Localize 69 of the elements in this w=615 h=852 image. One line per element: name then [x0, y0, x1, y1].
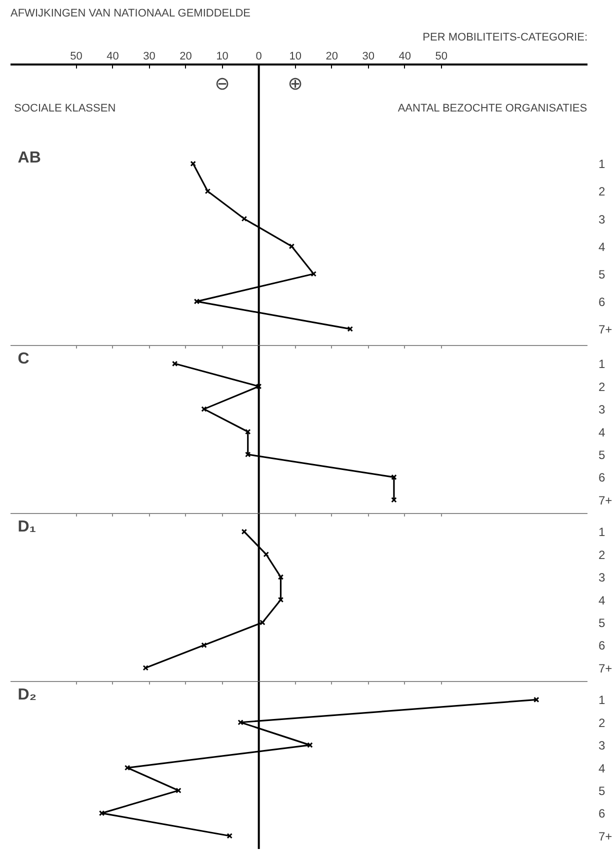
y-tick-label: 5 [598, 616, 606, 630]
y-tick-label: 7+ [598, 829, 612, 844]
point [256, 383, 262, 390]
point [310, 271, 316, 277]
chart-title: D₂ [18, 686, 36, 704]
text: ⊕ [288, 73, 303, 94]
y-tick-label: 4 [598, 593, 606, 608]
y-tick-label: 4 [598, 425, 606, 440]
x-tick-label: 0 [256, 50, 262, 62]
y-tick-label: 4 [598, 240, 606, 254]
y-tick-label: 3 [598, 570, 606, 585]
x-tick-label: 50 [435, 50, 448, 62]
y-tick-label: 6 [598, 470, 606, 485]
chart-title: C [18, 350, 30, 368]
y-tick-label: 5 [598, 784, 606, 798]
y-tick-label: 6 [598, 294, 606, 309]
chart-title: AB [18, 150, 41, 167]
x-tick-label: 30 [143, 50, 156, 62]
point [263, 551, 270, 558]
x-tick-label: 40 [106, 50, 119, 62]
y-tick-label: 1 [598, 693, 606, 708]
y-tick-label: 4 [598, 761, 606, 776]
y-tick-label: 2 [598, 548, 606, 562]
y-tick-label: 3 [598, 738, 606, 753]
x-tick-label: 10 [289, 50, 302, 62]
y-tick-label: 6 [598, 806, 606, 821]
x-tick-label: 40 [398, 50, 412, 62]
point [245, 452, 251, 458]
point [307, 742, 313, 748]
y-tick-label: 5 [598, 267, 606, 282]
y-tick-label: 1 [598, 157, 606, 172]
x-tick-label: 50 [70, 50, 82, 62]
point [245, 428, 251, 435]
y-tick-label: 3 [598, 212, 606, 226]
point [241, 216, 248, 222]
y-tick-label: 3 [598, 402, 606, 417]
point [260, 620, 266, 626]
y-tick-label: 2 [598, 380, 606, 394]
text: SOCIALE KLASSEN [14, 102, 116, 115]
x-tick-label: 10 [216, 50, 228, 62]
y-tick-label: 1 [598, 357, 606, 372]
text: ⊖ [214, 73, 230, 94]
point [201, 406, 207, 412]
y-tick-label: 2 [598, 716, 606, 730]
point [194, 298, 200, 304]
point [238, 719, 244, 726]
point [288, 243, 295, 250]
point [278, 596, 284, 603]
x-tick-label: 20 [326, 50, 338, 62]
x-tick-label: 30 [362, 50, 375, 62]
point [98, 810, 105, 816]
point [204, 188, 211, 194]
y-tick-label: 1 [598, 525, 606, 540]
y-tick-label: 6 [598, 638, 606, 653]
x-tick-label: 20 [180, 50, 192, 62]
y-tick-label: 7+ [598, 661, 612, 676]
point [124, 764, 130, 771]
chart-title: D₁ [18, 518, 36, 536]
y-tick-label: 7+ [598, 322, 612, 336]
chart-subtitle: PER MOBILITEITS-CATEGORIE: [422, 32, 588, 44]
point [278, 574, 284, 580]
y-axis-title: AANTAL BEZOCHTE ORGANISATIES [398, 102, 588, 115]
point [391, 474, 397, 480]
y-tick-label: 7+ [598, 493, 612, 508]
y-tick-label: 5 [598, 448, 606, 462]
y-tick-label: 2 [598, 184, 606, 199]
x-axis-title: AFWIJKINGEN VAN NATIONAAL GEMIDDELDE [10, 8, 250, 20]
point [176, 788, 182, 794]
point [201, 642, 207, 648]
